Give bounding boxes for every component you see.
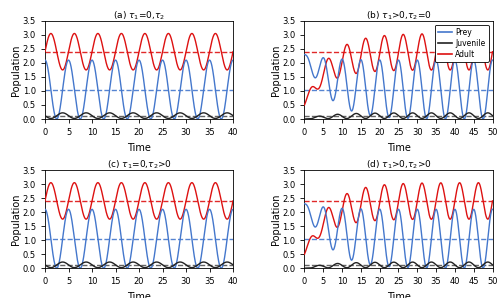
X-axis label: Time: Time (127, 143, 151, 153)
X-axis label: Time: Time (127, 292, 151, 298)
Y-axis label: Population: Population (271, 44, 281, 96)
Title: (c) $\tau_1$=0,$\tau_2$>0: (c) $\tau_1$=0,$\tau_2$>0 (106, 158, 172, 171)
Title: (d) $\tau_1$>0,$\tau_2$>0: (d) $\tau_1$>0,$\tau_2$>0 (366, 158, 432, 171)
X-axis label: Time: Time (386, 292, 410, 298)
Y-axis label: Population: Population (12, 193, 22, 245)
Title: (a) $\tau_1$=0,$\tau_2$: (a) $\tau_1$=0,$\tau_2$ (113, 9, 165, 21)
X-axis label: Time: Time (386, 143, 410, 153)
Y-axis label: Population: Population (12, 44, 22, 96)
Title: (b) $\tau_1$>0,$\tau_2$=0: (b) $\tau_1$>0,$\tau_2$=0 (366, 9, 432, 21)
Y-axis label: Population: Population (271, 193, 281, 245)
Legend: Prey, Juvenile, Adult: Prey, Juvenile, Adult (435, 25, 488, 62)
